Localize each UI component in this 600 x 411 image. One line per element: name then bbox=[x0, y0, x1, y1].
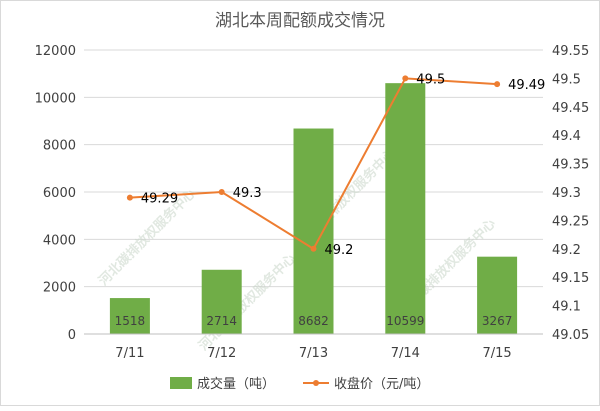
price-point bbox=[218, 189, 225, 195]
y-right-tick-label: 49.55 bbox=[552, 44, 589, 59]
price-point bbox=[402, 75, 409, 82]
y-left-tick-label: 10000 bbox=[35, 91, 76, 106]
bar-data-label: 10599 bbox=[386, 314, 424, 328]
y-left-tick-label: 4000 bbox=[43, 233, 76, 248]
bar bbox=[385, 83, 426, 334]
bar bbox=[201, 269, 242, 334]
price-point bbox=[126, 194, 133, 201]
y-left-tick-label: 6000 bbox=[43, 186, 76, 201]
chart-title: 湖北本周配额成交情况 bbox=[215, 11, 385, 31]
x-tick-label: 7/11 bbox=[115, 346, 144, 361]
bar-data-label: 1518 bbox=[115, 314, 146, 328]
y-right-tick-label: 49.05 bbox=[552, 328, 589, 343]
price-data-label: 49.49 bbox=[508, 78, 545, 93]
price-point bbox=[310, 245, 317, 252]
legend: 成交量（吨） 收盘价（元/吨） bbox=[170, 376, 429, 392]
line-series: 49.29 49.3 49.2 49.5 49.49 bbox=[126, 72, 545, 258]
y-right-tick-label: 49.4 bbox=[552, 129, 581, 144]
bar bbox=[293, 128, 334, 334]
x-tick-label: 7/13 bbox=[299, 346, 328, 361]
x-tick-label: 7/12 bbox=[207, 346, 236, 361]
y-right-tick-label: 49.45 bbox=[552, 101, 589, 116]
y-right-tick-label: 49.5 bbox=[552, 72, 581, 87]
legend-swatch-volume bbox=[170, 377, 192, 389]
legend-label-volume: 成交量（吨） bbox=[197, 376, 275, 392]
y-left-tick-label: 2000 bbox=[43, 281, 76, 296]
x-tick-label: 7/14 bbox=[391, 346, 420, 361]
y-right-tick-label: 49.15 bbox=[552, 271, 589, 286]
bar-data-label: 2714 bbox=[206, 314, 237, 328]
y-right-tick-label: 49.3 bbox=[552, 186, 581, 201]
price-data-label: 49.5 bbox=[416, 72, 445, 87]
legend-marker-price bbox=[313, 380, 319, 386]
x-tick-label: 7/15 bbox=[482, 346, 511, 361]
bar bbox=[109, 298, 150, 334]
legend-label-price: 收盘价（元/吨） bbox=[334, 376, 429, 392]
y-left-tick-label: 12000 bbox=[35, 44, 76, 59]
bar bbox=[477, 256, 518, 334]
bar-data-label: 8682 bbox=[298, 314, 329, 328]
price-data-label: 49.3 bbox=[233, 186, 262, 201]
y-right-tick-label: 49.35 bbox=[552, 158, 589, 173]
y-left-tick-label: 0 bbox=[68, 328, 76, 343]
y-right-tick-label: 49.1 bbox=[552, 300, 581, 315]
price-data-label: 49.2 bbox=[325, 243, 354, 258]
y-left-tick-label: 8000 bbox=[43, 139, 76, 154]
price-point bbox=[494, 81, 501, 88]
gridlines bbox=[84, 49, 543, 288]
y-right-tick-label: 49.2 bbox=[552, 243, 581, 258]
bar-series: 1518 2714 8682 10599 3267 bbox=[109, 83, 518, 334]
axes: 0 2000 4000 6000 8000 10000 12000 49.05 49.1 49.1… bbox=[35, 44, 590, 361]
y-right-tick-label: 49.25 bbox=[552, 214, 589, 229]
price-data-label: 49.29 bbox=[141, 192, 178, 207]
bar-data-label: 3267 bbox=[482, 314, 513, 328]
